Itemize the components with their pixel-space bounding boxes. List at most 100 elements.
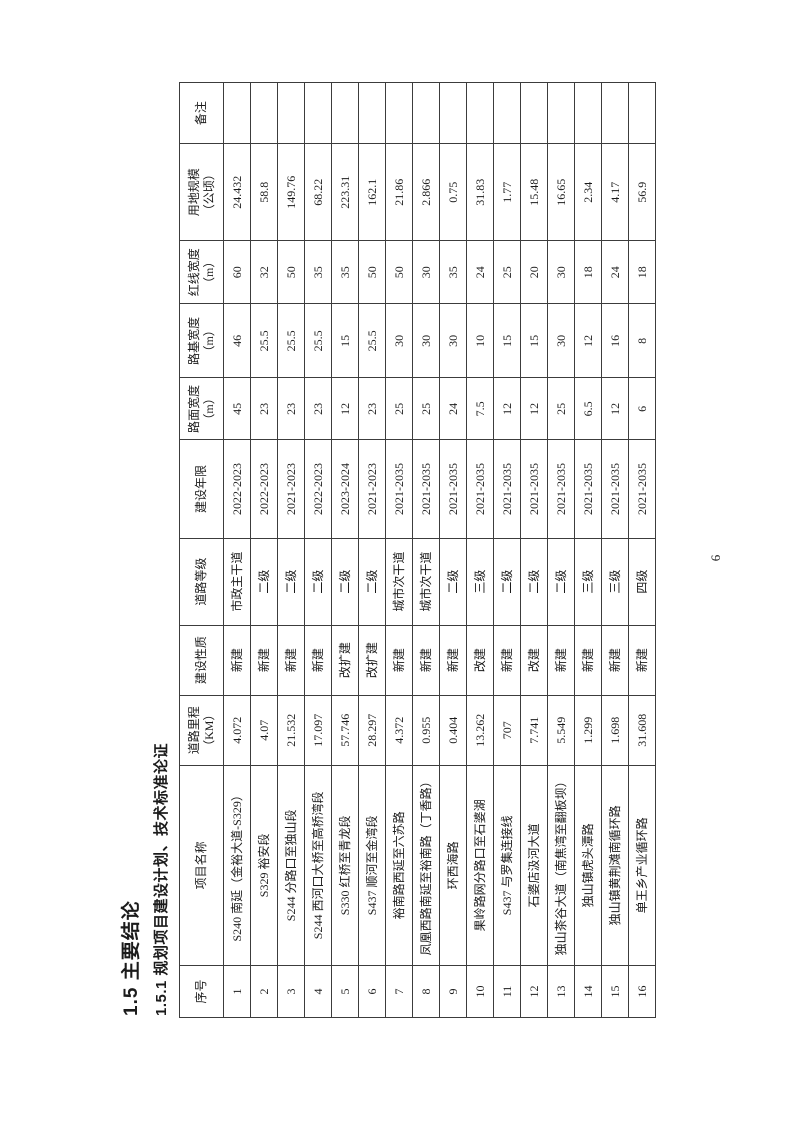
table-cell: 4: [304, 965, 332, 1018]
table-cell: 25: [547, 377, 575, 440]
table-cell: 17.097: [304, 695, 332, 766]
table-cell: 31.83: [466, 143, 494, 241]
table-cell: 35: [439, 240, 467, 304]
table-cell: [574, 82, 602, 144]
table-cell: [385, 82, 413, 144]
project-name-cell: 凤凰西路南延至裕南路（丁香路）: [412, 765, 440, 966]
page-number: 6: [708, 554, 723, 562]
column-header: 建设年限: [179, 439, 224, 539]
table-cell: 16: [628, 965, 656, 1018]
project-name-cell: S329 裕安段: [250, 765, 278, 966]
table-cell: 21.532: [277, 695, 305, 766]
table-cell: 30: [547, 240, 575, 304]
table-row: 2 S329 裕安段 4.07 新建 二级 2022-2023 23 25.5 32 58.8: [250, 82, 278, 1018]
table-cell: 2021-2023: [277, 439, 305, 539]
project-name-cell: S437 顺河至金湾段: [358, 765, 386, 966]
table-cell: 12: [520, 377, 548, 440]
table-cell: 14: [574, 965, 602, 1018]
table-cell: 2022-2023: [250, 439, 278, 539]
project-name-cell: 单王乡产业循环路: [628, 765, 656, 966]
table-cell: 8: [412, 965, 440, 1018]
table-cell: 6.5: [574, 377, 602, 440]
table-cell: 7: [385, 965, 413, 1018]
column-header: 路基宽度 （m）: [179, 303, 224, 378]
table-cell: 改建: [466, 625, 494, 696]
table-cell: 45: [223, 377, 251, 440]
table-cell: 15: [601, 965, 629, 1018]
table-cell: 2021-2035: [412, 439, 440, 539]
table-row: 14 独山镇虎头潭路 1.299 新建 三级 2021-2035 6.5 12 18 2.34: [574, 82, 602, 1018]
project-name-cell: 独山镇黄荆滩南循环路: [601, 765, 629, 966]
column-header: 建设性质: [179, 625, 224, 696]
table-row: 7 裕南路西延至六苏路 4.372 新建 城市次干道 2021-2035 25 30 50 21.…: [385, 82, 413, 1018]
project-name-cell: 裕南路西延至六苏路: [385, 765, 413, 966]
table-row: 12 石婆店汲河大道 7.741 改建 二级 2021-2035 12 15 20 15.48: [520, 82, 548, 1018]
table-cell: 50: [385, 240, 413, 304]
project-name-cell: 独山镇虎头潭路: [574, 765, 602, 966]
table-row: 9 环西海路 0.404 新建 二级 2021-2035 24 30 35 0.75: [439, 82, 467, 1018]
table-cell: 15: [493, 303, 521, 378]
column-header: 路面宽度 （m）: [179, 377, 224, 440]
table-cell: 新建: [304, 625, 332, 696]
table-cell: 50: [358, 240, 386, 304]
table-cell: 5.549: [547, 695, 575, 766]
table-cell: [412, 82, 440, 144]
table-cell: 12: [574, 303, 602, 378]
table-cell: 162.1: [358, 143, 386, 241]
project-name-cell: S244 西河口大桥至高桥湾段: [304, 765, 332, 966]
table-cell: 46: [223, 303, 251, 378]
table-row: 11 S437 与罗集连接线 707 新建 二级 2021-2035 12 15 25 1.77: [493, 82, 521, 1018]
table-cell: 改建: [520, 625, 548, 696]
table-cell: 2021-2023: [358, 439, 386, 539]
table-cell: 35: [331, 240, 359, 304]
table-cell: 25.5: [304, 303, 332, 378]
table-cell: 23: [358, 377, 386, 440]
table-cell: [358, 82, 386, 144]
table-cell: 1.77: [493, 143, 521, 241]
table-cell: 2023-2024: [331, 439, 359, 539]
table-cell: 11: [493, 965, 521, 1018]
table-cell: 改扩建: [358, 625, 386, 696]
table-cell: 23: [304, 377, 332, 440]
table-cell: 12: [493, 377, 521, 440]
table-cell: 13.262: [466, 695, 494, 766]
table-cell: 三级: [574, 538, 602, 626]
table-cell: 2021-2035: [439, 439, 467, 539]
table-cell: 新建: [385, 625, 413, 696]
table-cell: 25.5: [358, 303, 386, 378]
table-cell: 2021-2035: [385, 439, 413, 539]
header-row: 序号 项目名称 道路里程 （KM） 建设性质 道路等级 建设年限 路面宽度 （m） 路基宽度 …: [179, 82, 224, 1018]
table-cell: 0.404: [439, 695, 467, 766]
table-cell: 二级: [439, 538, 467, 626]
table-cell: 24.432: [223, 143, 251, 241]
table-cell: 二级: [304, 538, 332, 626]
table-cell: 4.07: [250, 695, 278, 766]
table-cell: 4.072: [223, 695, 251, 766]
project-name-cell: 环西海路: [439, 765, 467, 966]
table-cell: 30: [439, 303, 467, 378]
table-cell: [331, 82, 359, 144]
table-cell: 2021-2035: [574, 439, 602, 539]
table-cell: 31.608: [628, 695, 656, 766]
rotated-content: 1.5 主要结论 1.5.1 规划项目建设计划、技术标准论证 序号 项目名称 道路里…: [116, 82, 656, 1018]
table-cell: 新建: [547, 625, 575, 696]
column-header: 道路里程 （KM）: [179, 695, 224, 766]
table-cell: 二级: [547, 538, 575, 626]
column-header: 序号: [179, 965, 224, 1018]
table-cell: 10: [466, 303, 494, 378]
table-cell: 18: [574, 240, 602, 304]
column-header: 备注: [179, 82, 224, 144]
table-cell: 1.299: [574, 695, 602, 766]
table-cell: [439, 82, 467, 144]
project-name-cell: 石婆店汲河大道: [520, 765, 548, 966]
table-cell: 2021-2035: [493, 439, 521, 539]
table-cell: 25: [493, 240, 521, 304]
table-cell: 二级: [358, 538, 386, 626]
table-cell: 1.698: [601, 695, 629, 766]
project-name-cell: 独山茶谷大道（南焦湾至翻板坝）: [547, 765, 575, 966]
section-heading: 1.5 主要结论: [121, 900, 142, 1016]
project-table: 序号 项目名称 道路里程 （KM） 建设性质 道路等级 建设年限 路面宽度 （m） 路基宽度 …: [179, 82, 656, 1018]
table-cell: 0.75: [439, 143, 467, 241]
table-cell: 二级: [493, 538, 521, 626]
table-cell: 23: [250, 377, 278, 440]
